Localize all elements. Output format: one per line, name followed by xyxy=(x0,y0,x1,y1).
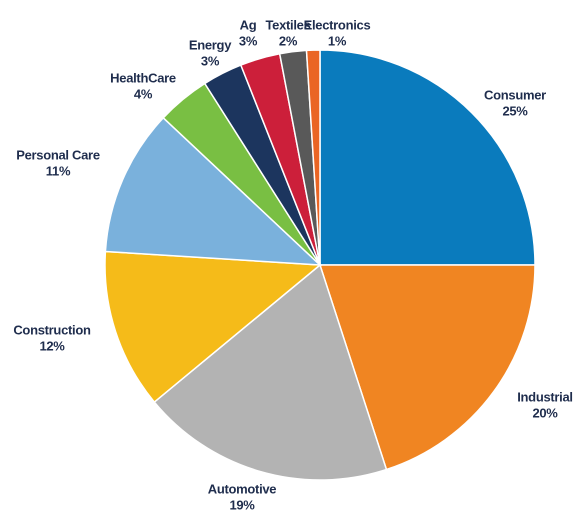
slice-label: Automotive xyxy=(208,481,277,496)
slice-label: Energy xyxy=(189,37,232,52)
slice-value-label: 3% xyxy=(239,33,258,48)
slice-value-label: 12% xyxy=(39,338,65,353)
pie-slice xyxy=(319,49,536,266)
slice-value-label: 11% xyxy=(46,163,71,178)
slice-value-label: 2% xyxy=(279,33,298,48)
slice-value-label: 4% xyxy=(134,86,153,101)
slice-label: Construction xyxy=(13,322,91,337)
pie-slice xyxy=(104,250,322,404)
slice-value-label: 19% xyxy=(229,497,255,512)
slice-label: Industrial xyxy=(517,389,573,404)
slice-label: Textiles xyxy=(265,17,310,32)
slice-label: Consumer xyxy=(484,87,546,102)
pie-slice xyxy=(104,116,323,266)
slice-label: Personal Care xyxy=(16,147,100,162)
slice-label: HealthCare xyxy=(110,70,176,85)
slice-value-label: 3% xyxy=(201,53,220,68)
slice-label: Ag xyxy=(240,17,257,32)
slice-value-label: 20% xyxy=(532,405,558,420)
pie-slice xyxy=(318,264,536,471)
slice-label: Electronics xyxy=(304,17,371,32)
pie-slice xyxy=(153,263,388,481)
slice-value-label: 25% xyxy=(502,103,528,118)
pie-slice xyxy=(305,49,321,266)
slice-value-label: 1% xyxy=(328,33,347,48)
